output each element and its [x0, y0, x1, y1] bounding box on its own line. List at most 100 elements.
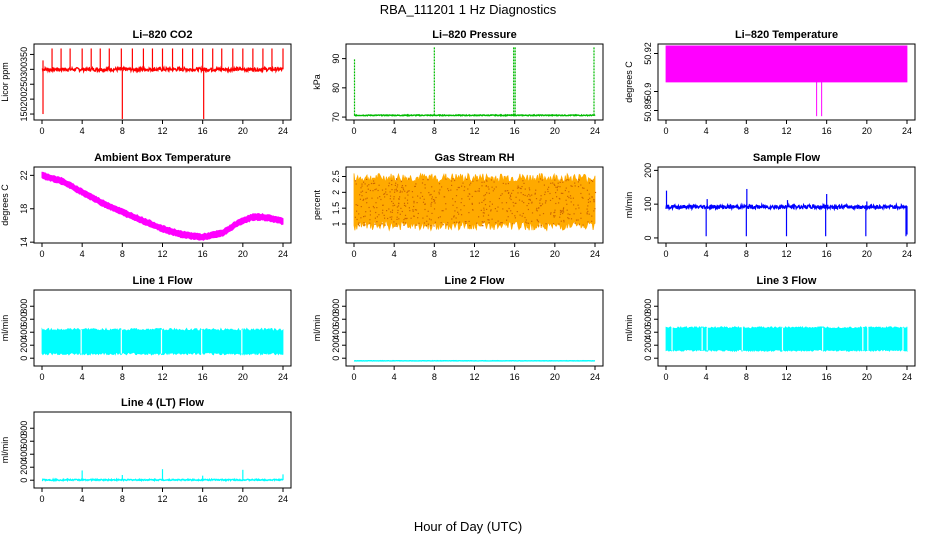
rh-point — [507, 190, 509, 192]
rh-point — [394, 204, 396, 206]
rh-point — [374, 189, 376, 191]
rh-point — [527, 222, 530, 224]
rh-point — [526, 222, 528, 224]
rh-point — [539, 202, 541, 204]
rh-point — [413, 205, 415, 208]
x-tick-label: 24 — [278, 494, 288, 504]
rh-point — [544, 202, 547, 204]
rh-point — [464, 186, 466, 188]
rh-point — [544, 191, 546, 193]
rh-point — [394, 191, 396, 193]
rh-point — [575, 208, 577, 210]
rh-point — [458, 213, 460, 215]
rh-point — [399, 190, 402, 192]
rh-point — [486, 180, 488, 182]
rh-point — [535, 198, 538, 200]
y-tick-label: 50.92 — [643, 42, 653, 65]
rh-point — [548, 186, 550, 188]
x-tick-label: 0 — [663, 249, 668, 259]
x-tick-label: 4 — [704, 372, 709, 382]
rh-point — [588, 193, 590, 195]
rh-point — [397, 209, 399, 211]
x-tick-label: 8 — [432, 126, 437, 136]
rh-point — [379, 196, 381, 198]
rh-point — [491, 186, 493, 188]
rh-point — [509, 194, 511, 196]
rh-point — [458, 186, 460, 189]
rh-point — [389, 191, 391, 193]
rh-point — [490, 179, 493, 181]
rh-point — [362, 199, 364, 201]
rh-point — [550, 182, 552, 184]
rh-point — [493, 188, 495, 190]
rh-point — [453, 221, 455, 223]
rh-point — [559, 209, 562, 212]
rh-point — [558, 223, 560, 225]
rh-point — [366, 185, 368, 187]
rh-point — [553, 212, 555, 214]
rh-point — [590, 179, 593, 182]
rh-point — [539, 214, 541, 216]
x-tick-label: 24 — [278, 126, 288, 136]
rh-point — [419, 197, 421, 199]
rh-point — [487, 219, 489, 221]
rh-point — [523, 182, 525, 184]
rh-point — [452, 178, 454, 180]
rh-point — [481, 181, 483, 183]
rh-point — [413, 202, 415, 204]
rh-point — [354, 216, 356, 218]
x-tick-label: 4 — [80, 372, 85, 382]
rh-point — [429, 194, 431, 196]
rh-point — [482, 212, 484, 214]
rh-point — [454, 201, 456, 203]
rh-point — [361, 195, 363, 197]
rh-point — [376, 207, 378, 209]
rh-point — [393, 221, 395, 223]
rh-point — [459, 221, 461, 223]
rh-point — [417, 217, 419, 219]
rh-point — [411, 191, 413, 193]
rh-point — [562, 208, 564, 210]
panel-6: Sample Flow 0 4 8 12 16 20 24 0 100 200 ml/min — [624, 152, 916, 259]
rh-point — [397, 184, 399, 186]
y-tick-label: 250 — [19, 77, 29, 92]
rh-point — [537, 221, 539, 223]
rh-point — [381, 189, 384, 191]
rh-point — [451, 184, 453, 186]
rh-point — [515, 196, 517, 198]
rh-point — [561, 210, 563, 212]
rh-point — [487, 186, 489, 188]
rh-point — [427, 178, 429, 181]
y-tick-label: 0 — [331, 356, 341, 361]
rh-point — [483, 200, 485, 202]
rh-point — [491, 203, 493, 205]
x-tick-label: 16 — [822, 249, 832, 259]
rh-point — [535, 209, 538, 211]
x-tick-label: 8 — [744, 249, 749, 259]
rh-point — [404, 217, 406, 219]
rh-point — [438, 191, 440, 193]
rh-point — [522, 194, 524, 196]
rh-point — [399, 196, 401, 198]
rh-point — [414, 209, 416, 211]
series-band — [665, 325, 908, 353]
series-line — [41, 477, 284, 483]
rh-point — [431, 198, 433, 200]
y-tick-label: 600 — [331, 312, 341, 327]
rh-point — [483, 181, 485, 183]
rh-point — [508, 207, 510, 210]
rh-point — [455, 195, 458, 197]
rh-point — [355, 204, 357, 206]
rh-point — [547, 188, 549, 190]
rh-point — [555, 186, 557, 188]
rh-point — [358, 213, 360, 215]
rh-point — [470, 182, 472, 184]
rh-point — [407, 190, 409, 192]
rh-point — [372, 190, 374, 192]
rh-point — [445, 208, 447, 210]
rh-point — [497, 206, 499, 208]
rh-point — [384, 193, 386, 195]
